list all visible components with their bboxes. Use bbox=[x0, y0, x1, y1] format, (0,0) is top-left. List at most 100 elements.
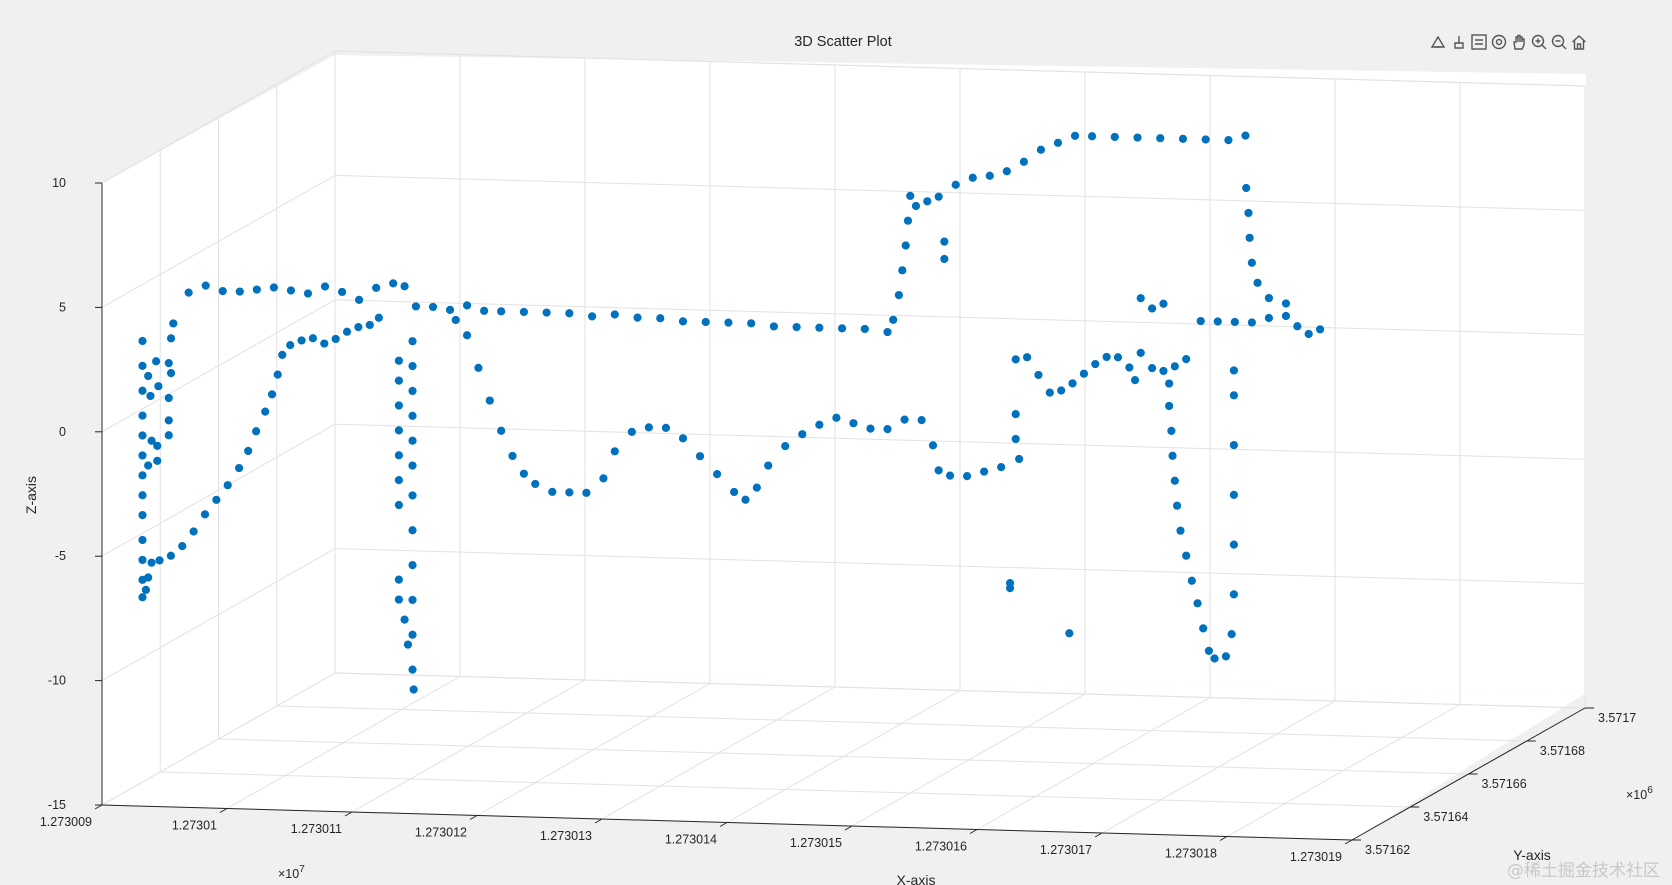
home-icon[interactable] bbox=[1572, 35, 1586, 50]
data-point bbox=[428, 302, 438, 312]
data-point bbox=[1247, 318, 1256, 327]
data-point bbox=[252, 427, 261, 436]
tick-labels: 1.273009 1.27301 1.273011 1.273012 1.273013 1… bbox=[40, 176, 1636, 864]
data-point bbox=[1125, 363, 1134, 372]
data-point bbox=[1053, 138, 1063, 147]
watermark: @稀土掘金技术社区 bbox=[1507, 861, 1660, 881]
data-point bbox=[883, 327, 892, 337]
data-point bbox=[1253, 278, 1262, 287]
data-point bbox=[146, 391, 155, 401]
z-axis-label: Z-axis bbox=[23, 476, 39, 514]
data-point bbox=[1293, 322, 1302, 331]
data-point bbox=[730, 487, 739, 497]
data-point bbox=[724, 318, 733, 327]
data-point bbox=[244, 446, 253, 456]
data-point bbox=[166, 334, 176, 343]
data-point bbox=[633, 313, 642, 322]
zoom-in-icon[interactable] bbox=[1531, 34, 1547, 50]
data-point bbox=[769, 322, 778, 331]
data-point bbox=[832, 413, 841, 422]
pan-icon[interactable] bbox=[1513, 34, 1525, 50]
data-point bbox=[1170, 476, 1179, 485]
data-point bbox=[153, 441, 162, 450]
y-tick-label: 3.5717 bbox=[1598, 711, 1636, 725]
data-point bbox=[138, 361, 147, 370]
data-point bbox=[860, 324, 869, 334]
data-point bbox=[1229, 590, 1239, 599]
data-point bbox=[1065, 629, 1074, 638]
data-point bbox=[519, 469, 528, 478]
data-point bbox=[462, 331, 472, 340]
data-point bbox=[1168, 451, 1177, 460]
grid-line bbox=[160, 771, 1411, 808]
data-point bbox=[1002, 167, 1011, 176]
data-point bbox=[901, 241, 910, 250]
brush-icon[interactable] bbox=[1451, 34, 1467, 50]
data-point bbox=[752, 483, 761, 492]
data-point bbox=[144, 573, 153, 582]
data-point bbox=[408, 461, 417, 470]
x-tick bbox=[1219, 836, 1228, 841]
data-point bbox=[303, 289, 313, 298]
data-point bbox=[610, 310, 619, 319]
data-tips-icon[interactable] bbox=[1471, 34, 1487, 50]
data-point bbox=[968, 173, 977, 182]
x-tick bbox=[719, 822, 728, 827]
data-point bbox=[200, 510, 210, 519]
data-point bbox=[147, 436, 156, 445]
data-point bbox=[408, 630, 417, 639]
data-point bbox=[286, 286, 296, 295]
data-point bbox=[1172, 501, 1182, 510]
data-point bbox=[815, 420, 824, 429]
y-axis-multiplier: ×106 bbox=[1626, 785, 1653, 802]
zoom-out-icon[interactable] bbox=[1551, 34, 1567, 50]
data-point bbox=[889, 315, 898, 324]
data-point bbox=[497, 426, 506, 435]
x-tick-label: 1.273011 bbox=[291, 822, 342, 836]
x-tick bbox=[844, 825, 853, 831]
data-point bbox=[837, 324, 847, 333]
data-point bbox=[928, 441, 938, 450]
grid-line bbox=[334, 423, 1586, 460]
grid-line bbox=[101, 423, 336, 557]
data-point bbox=[1045, 388, 1054, 397]
grid-line bbox=[334, 548, 1586, 585]
data-point bbox=[1244, 208, 1253, 218]
data-point bbox=[269, 283, 278, 292]
data-point bbox=[152, 357, 161, 366]
data-point bbox=[445, 305, 455, 314]
data-point bbox=[164, 393, 173, 403]
data-point bbox=[1193, 599, 1202, 608]
data-point bbox=[223, 481, 232, 490]
data-point bbox=[1102, 352, 1111, 362]
data-point bbox=[403, 640, 413, 649]
data-point bbox=[1011, 434, 1020, 444]
data-point bbox=[508, 451, 517, 461]
y-tick-label: 3.57166 bbox=[1482, 777, 1527, 791]
data-point bbox=[342, 327, 352, 336]
data-point bbox=[394, 401, 403, 410]
data-point bbox=[297, 336, 306, 345]
x-tick bbox=[969, 829, 978, 834]
data-point bbox=[411, 302, 421, 311]
data-point bbox=[781, 442, 790, 451]
data-point bbox=[451, 315, 460, 325]
data-point bbox=[1079, 369, 1089, 378]
data-point bbox=[661, 423, 671, 432]
data-point bbox=[1019, 157, 1028, 166]
data-point bbox=[1281, 311, 1291, 321]
export-icon[interactable] bbox=[1430, 34, 1446, 50]
data-point bbox=[372, 283, 381, 293]
data-point bbox=[166, 369, 176, 378]
grid-line bbox=[334, 672, 1586, 709]
data-point bbox=[764, 461, 773, 470]
data-point bbox=[153, 456, 162, 465]
x-tick bbox=[1094, 832, 1103, 838]
rotate-3d-icon[interactable] bbox=[1491, 34, 1507, 50]
data-point bbox=[189, 527, 198, 536]
x-tick bbox=[1344, 839, 1353, 845]
data-point bbox=[138, 491, 147, 500]
x-tick bbox=[219, 808, 228, 813]
data-point bbox=[1227, 630, 1236, 639]
data-point bbox=[1178, 134, 1188, 143]
